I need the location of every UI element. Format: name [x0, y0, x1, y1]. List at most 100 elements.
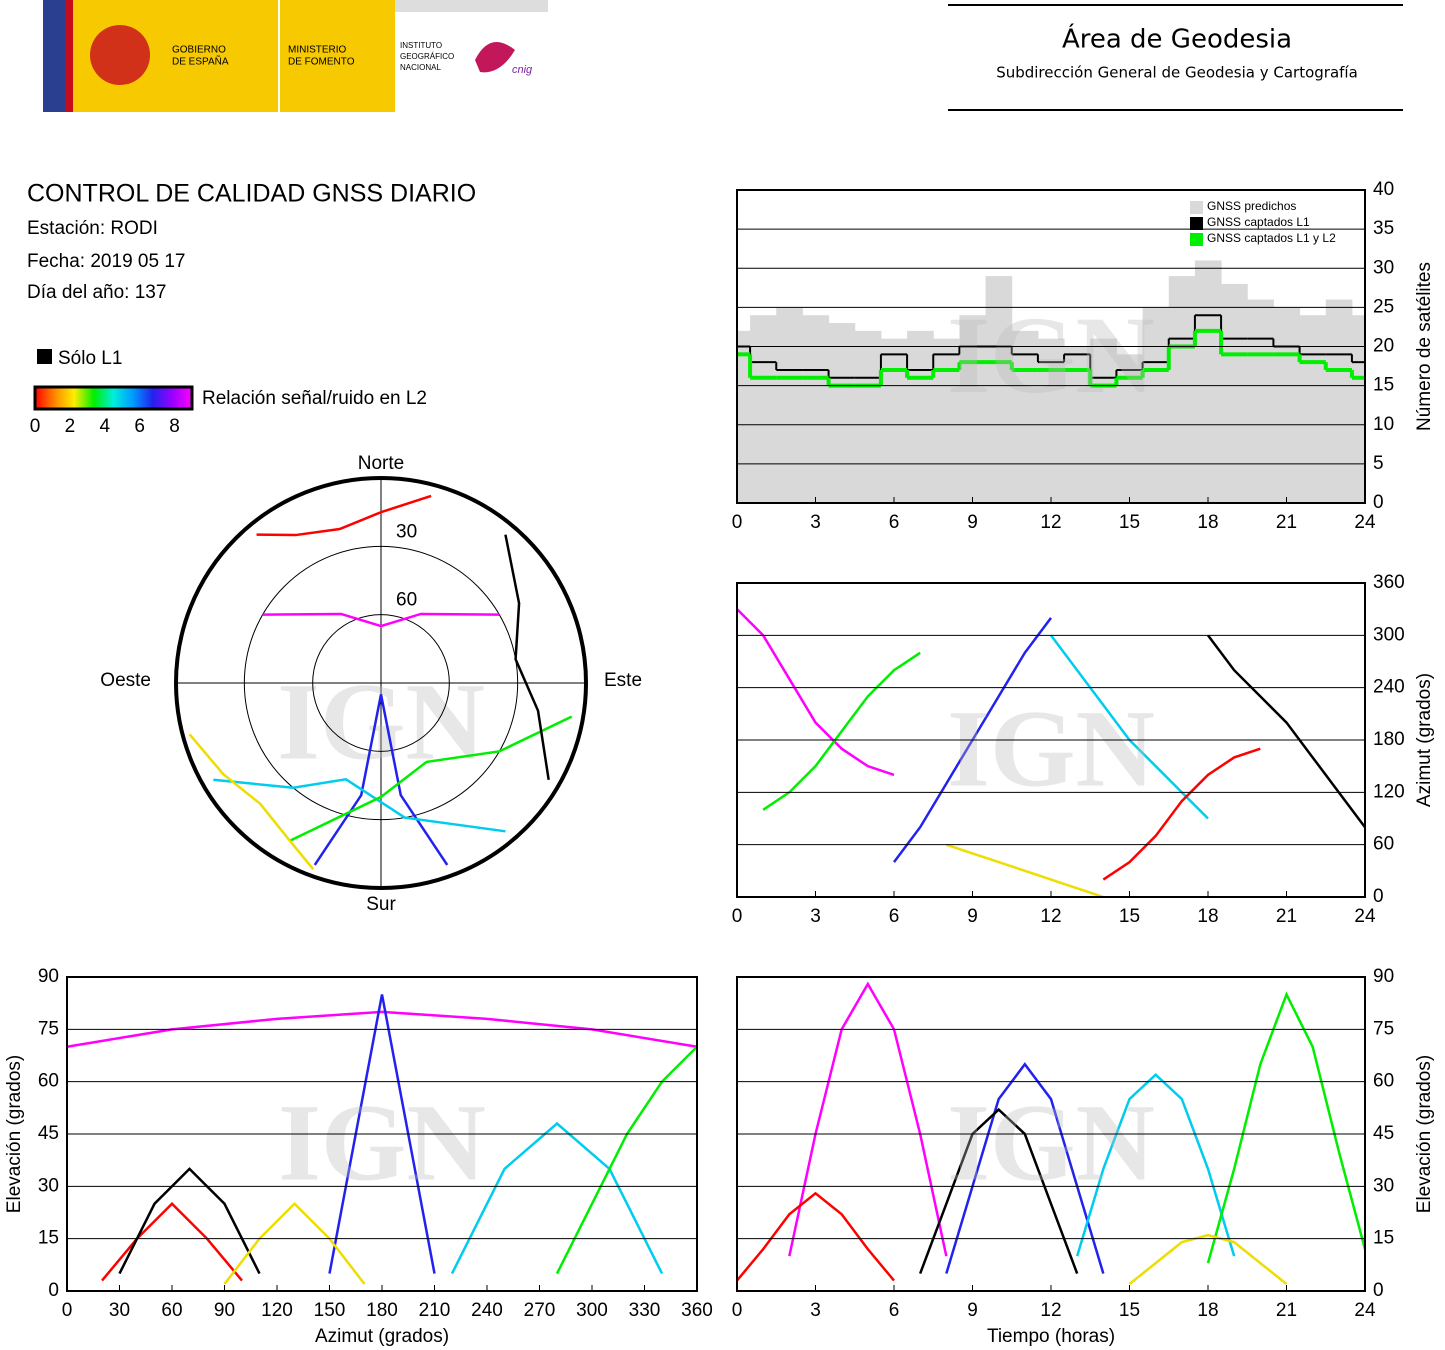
legend-swatch [1190, 201, 1203, 214]
predicted-area [1011, 330, 1039, 503]
predicted-area [828, 323, 856, 503]
flag-stripe [65, 0, 73, 112]
predicted-area [880, 338, 908, 503]
y-tick-label: 40 [1373, 179, 1394, 200]
x-tick-label: 0 [732, 906, 743, 927]
colorbar-tick-label: 2 [65, 416, 76, 437]
watermark: IGN [278, 1081, 486, 1203]
legend-label: GNSS predichos [1207, 199, 1296, 213]
y-tick-label: 30 [1373, 257, 1394, 278]
elevation-ring [243, 545, 519, 821]
logo-text: DE FOMENTO [288, 57, 355, 68]
x-tick-label: 21 [1276, 906, 1297, 927]
y-tick-label: 45 [38, 1123, 59, 1144]
x-tick-label: 15 [1119, 1300, 1140, 1321]
plot-frame [736, 582, 1366, 898]
ring-label: 60 [396, 590, 417, 611]
logo-text: GOBIERNO [172, 45, 226, 56]
y-tick-label: 75 [38, 1018, 59, 1039]
x-tick-label: 9 [967, 906, 978, 927]
satellite-track [101, 1202, 243, 1282]
y-tick-label: 15 [38, 1228, 59, 1249]
x-axis-title: Azimut (grados) [315, 1326, 449, 1347]
x-tick-label: 24 [1354, 1300, 1376, 1321]
satellite-track [1102, 747, 1261, 881]
predicted-area [776, 307, 803, 503]
predicted-area [1351, 315, 1366, 503]
cnig-logo [475, 42, 515, 73]
watermark: IGN [947, 687, 1155, 809]
x-tick-label: 9 [967, 512, 978, 533]
satellite-track [1128, 1233, 1288, 1285]
x-tick-label: 360 [681, 1300, 713, 1321]
satellite-track [450, 1121, 664, 1275]
info-line: Fecha: 2019 05 17 [27, 251, 185, 272]
logo-block: GOBIERNO DE ESPAÑA MINISTERIO DE FOMENTO… [43, 0, 548, 112]
y-axis-title: Número de satélites [1414, 262, 1435, 431]
y-tick-label: 10 [1373, 414, 1394, 435]
legend-swatch [37, 349, 52, 364]
x-tick-label: 18 [1197, 1300, 1218, 1321]
satellite-track [945, 843, 1104, 899]
ring-label: 30 [396, 521, 417, 542]
legend-label: GNSS captados L1 [1207, 215, 1310, 229]
y-tick-label: 15 [1373, 375, 1394, 396]
x-tick-label: 0 [732, 1300, 743, 1321]
logo-text: INSTITUTO [400, 41, 442, 50]
y-tick-label: 90 [1373, 966, 1394, 987]
direction-label: Sur [366, 894, 396, 915]
y-tick-label: 25 [1373, 296, 1394, 317]
legend-swatch [1190, 233, 1203, 246]
colorbar-tick-label: 0 [30, 416, 41, 437]
plot [737, 260, 1366, 503]
x-tick-label: 12 [1040, 1300, 1061, 1321]
satellite-track [328, 994, 436, 1274]
predicted-area [1168, 276, 1196, 503]
y-axis-title: Elevación (grados) [1414, 1055, 1435, 1213]
x-tick-label: 180 [366, 1300, 398, 1321]
predicted-area [854, 330, 882, 503]
y-axis-title: Azimut (grados) [1414, 673, 1435, 807]
x-tick-label: 24 [1354, 512, 1376, 533]
y-tick-label: 75 [1373, 1018, 1394, 1039]
y-tick-label: 0 [1373, 1280, 1384, 1301]
y-tick-label: 5 [1373, 453, 1384, 474]
x-tick-label: 15 [1119, 906, 1140, 927]
y-tick-label: 20 [1373, 336, 1394, 357]
x-tick-label: 9 [967, 1300, 978, 1321]
colorbar-tick-label: 4 [99, 416, 110, 437]
y-tick-label: 0 [48, 1280, 59, 1301]
x-tick-label: 210 [419, 1300, 451, 1321]
watermark: IGN [277, 660, 485, 782]
y-tick-label: 60 [1373, 834, 1394, 855]
info-line: Día del año: 137 [27, 282, 166, 303]
x-tick-label: 18 [1197, 512, 1218, 533]
watermark: IGN [947, 294, 1155, 416]
colorbar-tick-label: 8 [169, 416, 180, 437]
plot-frame [736, 189, 1366, 504]
x-tick-label: 15 [1119, 512, 1140, 533]
predicted-area [1299, 315, 1327, 503]
eu-stripe [43, 0, 65, 112]
colorbar-tick-label: 6 [134, 416, 145, 437]
x-tick-label: 18 [1197, 906, 1218, 927]
predicted-area [933, 338, 960, 503]
y-tick-label: 0 [1373, 886, 1384, 907]
x-tick-label: 6 [889, 1300, 900, 1321]
x-tick-label: 3 [810, 906, 821, 927]
chart: IGN 0 15 30 45 60 75 90 0 30 60 90 120 150 180 210 240 27… [4, 966, 713, 1347]
predicted-area [1273, 307, 1301, 503]
predicted-area [802, 315, 830, 503]
header-subtitle: Subdirección General de Geodesia y Carto… [996, 64, 1358, 82]
satellite-track [504, 534, 550, 780]
chart: IGN 0 15 30 45 60 75 90 0 3 6 9 12 15 18 21 24 Tiempo (ho… [732, 966, 1435, 1347]
colorbar-title: Relación señal/ruido en L2 [202, 388, 427, 409]
legend-label: GNSS captados L1 y L2 [1207, 231, 1336, 245]
predicted-area [750, 315, 777, 503]
x-tick-label: 300 [576, 1300, 608, 1321]
satellite-track [262, 612, 500, 628]
header-title: Área de Geodesia [1062, 23, 1292, 55]
x-tick-label: 6 [889, 512, 900, 533]
legend-swatch [1190, 217, 1203, 230]
x-tick-label: 6 [889, 906, 900, 927]
